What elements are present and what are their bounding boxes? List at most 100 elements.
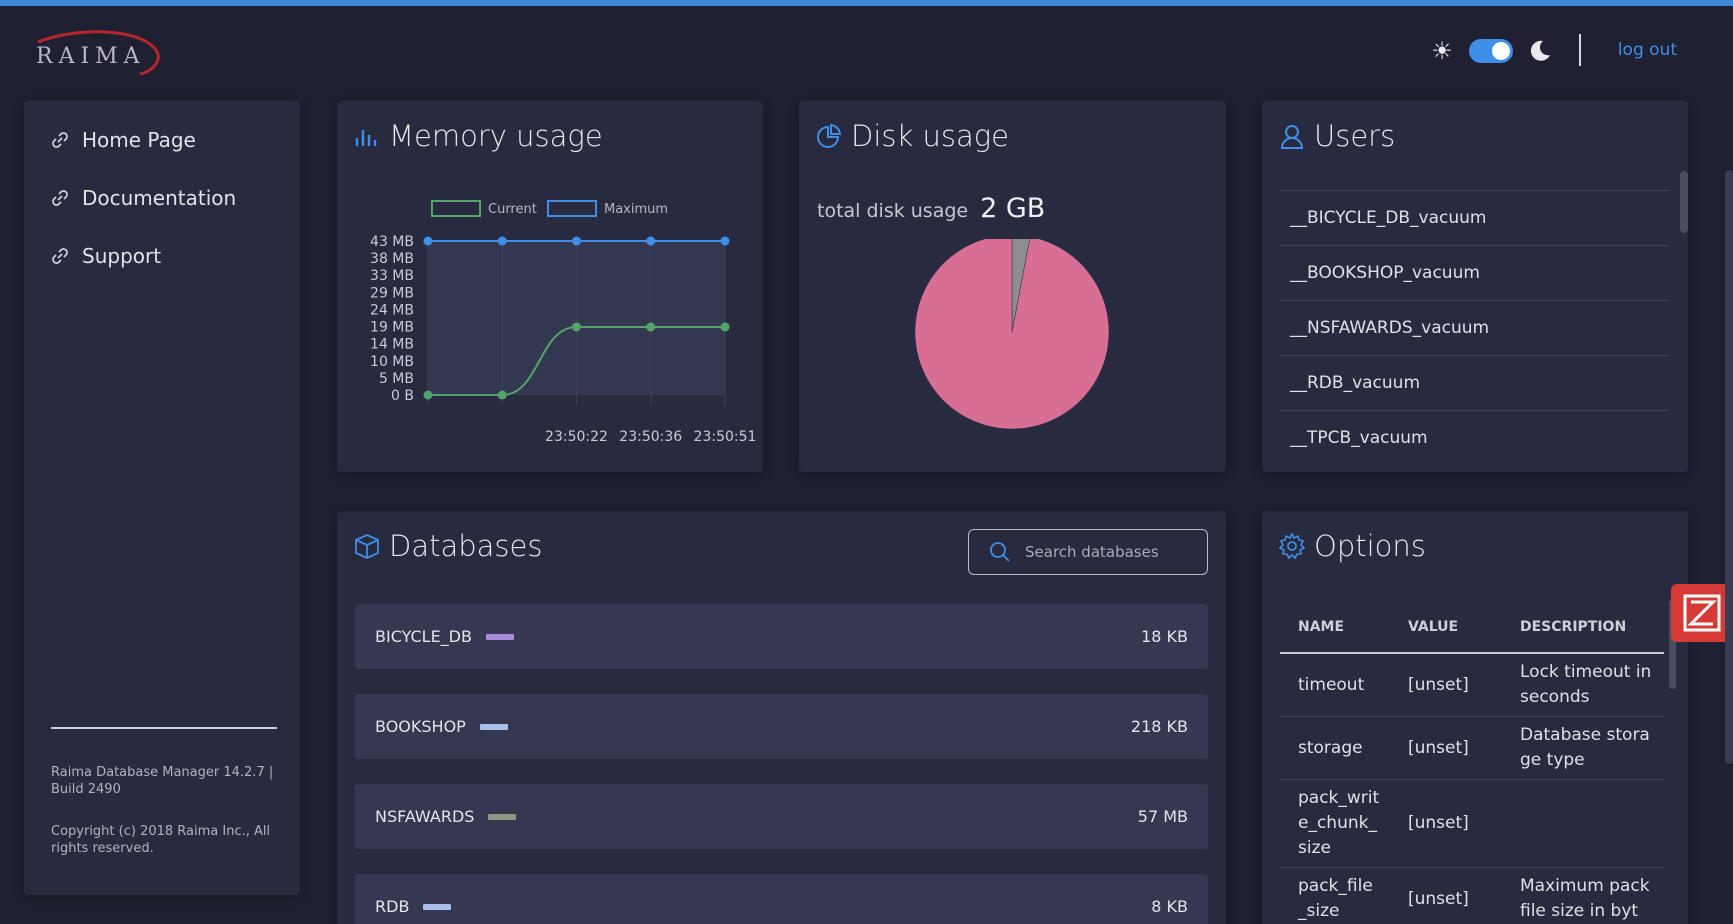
y-tick-label: 19 MB [370, 320, 414, 336]
y-tick-label: 29 MB [370, 285, 414, 301]
column-header-name[interactable]: NAME [1280, 601, 1390, 654]
db-size: 57 MB [1137, 807, 1188, 826]
sidebar-item-label: Documentation [82, 186, 237, 210]
sidebar-item-home[interactable]: Home Page [50, 128, 196, 152]
search-databases-input[interactable]: Search databases [968, 529, 1208, 575]
disk-pie-chart [914, 239, 1110, 430]
list-item[interactable]: __BICYCLE_DB_vacuum [1280, 190, 1668, 245]
y-tick-label: 14 MB [370, 337, 414, 353]
data-point [572, 236, 581, 246]
data-point [497, 236, 507, 246]
users-card: Users __BICYCLE_DB_vacuum __BOOKSHOP_vac… [1262, 101, 1688, 472]
db-size-bar [423, 903, 452, 910]
list-item[interactable]: __TPCB_vacuum [1280, 410, 1668, 465]
disk-title: Disk usage [815, 119, 1009, 153]
db-size-bar [485, 633, 514, 640]
option-description [1502, 779, 1664, 868]
legend-swatch [431, 200, 481, 217]
logout-link[interactable]: log out [1617, 40, 1677, 60]
table-row[interactable]: timeout [unset] Lock timeout in seconds [1280, 653, 1664, 717]
search-placeholder: Search databases [1025, 543, 1159, 561]
option-description: Maximum pack file size in byt [1502, 867, 1664, 924]
data-point [646, 322, 656, 332]
users-title: Users [1278, 119, 1395, 153]
theme-switch: ☀ [1429, 34, 1553, 68]
header: RAIMA ☀ log out [0, 6, 1733, 86]
data-point [720, 322, 730, 332]
total-disk-usage: total disk usage 2 GB [817, 193, 1045, 224]
table-row[interactable]: pack_write_chunk_size [unset] [1280, 779, 1664, 868]
memory-title-label: Memory usage [389, 119, 603, 153]
user-icon [1280, 125, 1304, 149]
option-value[interactable]: [unset] [1390, 653, 1502, 717]
disk-title-label: Disk usage [851, 119, 1010, 153]
option-name: storage [1280, 716, 1390, 780]
option-name: timeout [1280, 653, 1390, 717]
pie-chart-icon [817, 123, 842, 148]
db-size-bar [488, 813, 517, 820]
theme-toggle[interactable] [1469, 39, 1513, 63]
table-row[interactable]: BICYCLE_DB 18 KB [355, 604, 1208, 669]
total-disk-label: total disk usage [817, 200, 969, 222]
column-header-description[interactable]: DESCRIPTION [1502, 601, 1664, 654]
table-row[interactable]: RDB 8 KB [355, 874, 1208, 924]
page-scrollbar[interactable] [1725, 170, 1733, 764]
copyright-text: Copyright (c) 2018 Raima Inc., All right… [51, 824, 271, 856]
databases-card: Databases Search databases BICYCLE_DB 18… [337, 511, 1226, 924]
legend-swatch [547, 200, 597, 217]
db-name: BOOKSHOP [375, 717, 466, 736]
sidebar-item-support[interactable]: Support [50, 244, 161, 268]
table-row[interactable]: NSFAWARDS 57 MB [355, 784, 1208, 849]
y-tick-label: 5 MB [379, 371, 414, 387]
top-accent-bar [0, 0, 1733, 6]
memory-title: Memory usage [353, 119, 603, 153]
sidebar: Home Page Documentation Support Raima Da… [24, 101, 300, 895]
list-item[interactable]: __RDB_vacuum [1280, 355, 1668, 410]
options-table: NAME VALUE DESCRIPTION timeout [unset] L… [1280, 601, 1664, 924]
list-item[interactable]: __BOOKSHOP_vacuum [1280, 245, 1668, 300]
header-divider [1579, 34, 1581, 66]
memory-usage-card: Memory usage Current Maximum 43 MB 38 MB 33 … [337, 101, 763, 472]
options-scrollbar[interactable] [1669, 599, 1676, 689]
legend-label: Maximum [604, 202, 668, 217]
db-size: 218 KB [1130, 717, 1188, 736]
users-scrollbar[interactable] [1680, 171, 1688, 233]
y-tick-label: 0 B [391, 388, 414, 404]
table-header-row: NAME VALUE DESCRIPTION [1280, 601, 1664, 654]
db-name: NSFAWARDS [375, 807, 475, 826]
option-name: pack_file_size [1280, 867, 1390, 924]
table-row[interactable]: BOOKSHOP 218 KB [355, 694, 1208, 759]
option-description: Lock timeout in seconds [1502, 653, 1664, 717]
option-value[interactable]: [unset] [1390, 779, 1502, 868]
column-header-value[interactable]: VALUE [1390, 601, 1502, 654]
floating-action-button[interactable] [1671, 584, 1733, 642]
table-row[interactable]: pack_file_size [unset] Maximum pack file… [1280, 867, 1664, 924]
total-disk-value: 2 GB [980, 193, 1046, 224]
option-value[interactable]: [unset] [1390, 716, 1502, 780]
link-icon [52, 248, 68, 264]
y-tick-label: 33 MB [370, 268, 414, 284]
y-tick-label: 24 MB [370, 302, 414, 318]
table-row[interactable]: storage [unset] Database storage type [1280, 716, 1664, 780]
databases-title: Databases [353, 529, 542, 563]
options-title-label: Options [1314, 529, 1426, 563]
x-tick-label: 23:50:51 [694, 429, 757, 445]
user-list: __BICYCLE_DB_vacuum __BOOKSHOP_vacuum __… [1280, 190, 1668, 465]
x-tick-label: 23:50:22 [545, 429, 608, 445]
users-title-label: Users [1314, 119, 1396, 153]
legend-label: Current [488, 202, 537, 217]
options-card: Options NAME VALUE DESCRIPTION timeout [… [1262, 511, 1688, 924]
raima-logo[interactable]: RAIMA [28, 24, 168, 76]
gear-icon [1278, 532, 1306, 560]
sidebar-item-documentation[interactable]: Documentation [50, 186, 236, 210]
databases-title-label: Databases [389, 529, 543, 563]
z-icon [1683, 594, 1721, 632]
link-icon [52, 132, 68, 148]
option-value[interactable]: [unset] [1390, 867, 1502, 924]
data-point [423, 390, 433, 400]
data-point [572, 322, 581, 332]
search-icon [990, 542, 1010, 562]
version-text: Raima Database Manager 14.2.7 | Build 24… [51, 765, 274, 797]
list-item[interactable]: __NSFAWARDS_vacuum [1280, 300, 1668, 355]
